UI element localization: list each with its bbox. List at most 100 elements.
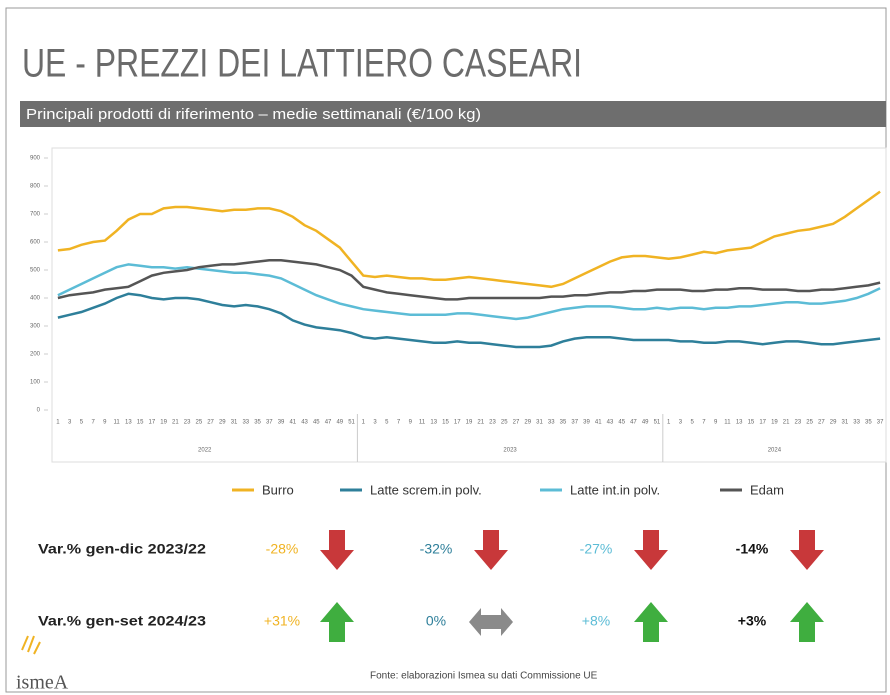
x-tick-label: 25 bbox=[501, 420, 508, 426]
x-tick-label: 27 bbox=[207, 420, 214, 426]
x-tick-label: 9 bbox=[409, 420, 413, 426]
x-tick-label: 51 bbox=[348, 420, 355, 426]
x-tick-label: 23 bbox=[489, 420, 496, 426]
x-tick-label: 13 bbox=[125, 420, 132, 426]
legend-label: Burro bbox=[262, 482, 294, 497]
x-tick-label: 13 bbox=[736, 420, 743, 426]
x-tick-label: 37 bbox=[266, 420, 273, 426]
series-line bbox=[57, 190, 881, 289]
x-tick-label: 15 bbox=[137, 420, 144, 426]
x-tick-label: 29 bbox=[219, 420, 226, 426]
x-tick-label: 51 bbox=[654, 420, 661, 426]
plot-frame bbox=[51, 147, 887, 463]
x-tick-label: 15 bbox=[748, 420, 755, 426]
x-tick-label: 31 bbox=[536, 420, 543, 426]
variation-value: -28% bbox=[266, 541, 299, 557]
x-tick-label: 1 bbox=[667, 420, 671, 426]
x-tick-label: 21 bbox=[477, 420, 484, 426]
variation-arrow bbox=[634, 530, 668, 570]
x-tick-label: 45 bbox=[313, 420, 320, 426]
x-tick-label: 27 bbox=[513, 420, 520, 426]
x-tick-label: 35 bbox=[254, 420, 261, 426]
variation-arrow bbox=[634, 602, 668, 642]
legend-label: Latte screm.in polv. bbox=[370, 482, 482, 497]
x-tick-label: 21 bbox=[783, 420, 790, 426]
x-tick-label: 13 bbox=[430, 420, 437, 426]
x-tick-label: 43 bbox=[607, 420, 614, 426]
y-tick-label: 100 bbox=[30, 380, 41, 386]
variation-label: Var.% gen-set 2024/23 bbox=[38, 613, 206, 629]
x-tick-label: 39 bbox=[278, 420, 285, 426]
x-tick-label: 3 bbox=[68, 420, 72, 426]
x-tick-label: 45 bbox=[618, 420, 625, 426]
y-tick-label: 400 bbox=[30, 296, 41, 302]
x-tick-label: 19 bbox=[466, 420, 473, 426]
variation-arrow bbox=[790, 530, 824, 570]
legend-label: Latte int.in polv. bbox=[570, 482, 660, 497]
x-tick-label: 19 bbox=[771, 420, 778, 426]
y-tick-label: 700 bbox=[30, 212, 41, 218]
y-tick-label: 300 bbox=[30, 324, 41, 330]
y-tick-label: 800 bbox=[30, 184, 41, 190]
x-tick-label: 5 bbox=[691, 420, 695, 426]
x-tick-label: 49 bbox=[642, 420, 649, 426]
x-tick-label: 1 bbox=[56, 420, 60, 426]
variation-label: Var.% gen-dic 2023/22 bbox=[38, 541, 206, 557]
y-tick-label: 0 bbox=[37, 408, 41, 414]
variation-value: -14% bbox=[736, 541, 769, 557]
x-tick-label: 7 bbox=[91, 420, 95, 426]
x-tick-label: 19 bbox=[160, 420, 167, 426]
x-tick-label: 37 bbox=[571, 420, 578, 426]
legend-label: Edam bbox=[750, 482, 784, 497]
x-tick-label: 29 bbox=[830, 420, 837, 426]
x-tick-label: 1 bbox=[362, 420, 366, 426]
x-tick-label: 25 bbox=[806, 420, 813, 426]
x-tick-label: 3 bbox=[373, 420, 377, 426]
series-line bbox=[57, 263, 881, 321]
y-tick-label: 600 bbox=[30, 240, 41, 246]
variation-arrow bbox=[790, 602, 824, 642]
x-tick-label: 39 bbox=[583, 420, 590, 426]
x-tick-label: 43 bbox=[301, 420, 308, 426]
variation-value: -32% bbox=[420, 541, 453, 557]
title: UE - PREZZI DEI LATTIERO CASEARI bbox=[22, 42, 582, 86]
y-tick-label: 200 bbox=[30, 352, 41, 358]
x-tick-label: 17 bbox=[454, 420, 461, 426]
x-tick-label: 7 bbox=[702, 420, 706, 426]
subtitle-bar bbox=[20, 101, 886, 127]
variation-arrow bbox=[469, 608, 513, 636]
series-line bbox=[57, 258, 881, 301]
variation-value: +3% bbox=[738, 613, 767, 629]
x-tick-label: 41 bbox=[289, 420, 296, 426]
x-tick-label: 23 bbox=[184, 420, 191, 426]
series-line bbox=[57, 292, 881, 349]
x-tick-label: 5 bbox=[80, 420, 84, 426]
y-tick-label: 500 bbox=[30, 268, 41, 274]
x-tick-label: 21 bbox=[172, 420, 179, 426]
variation-value: +31% bbox=[264, 613, 300, 629]
variation-arrow bbox=[474, 530, 508, 570]
x-tick-label: 23 bbox=[795, 420, 802, 426]
x-tick-label: 33 bbox=[548, 420, 555, 426]
x-tick-label: 47 bbox=[630, 420, 637, 426]
x-tick-label: 41 bbox=[595, 420, 602, 426]
source: Fonte: elaborazioni Ismea su dati Commis… bbox=[370, 671, 598, 682]
y-tick-label: 900 bbox=[30, 156, 41, 162]
x-tick-label: 17 bbox=[759, 420, 766, 426]
x-tick-label: 31 bbox=[842, 420, 849, 426]
year-label: 2024 bbox=[768, 448, 782, 454]
x-tick-label: 47 bbox=[325, 420, 332, 426]
x-tick-label: 17 bbox=[149, 420, 156, 426]
x-tick-label: 5 bbox=[385, 420, 389, 426]
year-label: 2022 bbox=[198, 448, 212, 454]
x-tick-label: 11 bbox=[724, 420, 731, 426]
x-tick-label: 7 bbox=[397, 420, 401, 426]
x-tick-label: 15 bbox=[442, 420, 449, 426]
logo: ismeA bbox=[16, 672, 69, 694]
variation-value: 0% bbox=[426, 613, 446, 629]
x-tick-label: 35 bbox=[865, 420, 872, 426]
variation-value: +8% bbox=[582, 613, 610, 629]
x-tick-label: 33 bbox=[853, 420, 860, 426]
